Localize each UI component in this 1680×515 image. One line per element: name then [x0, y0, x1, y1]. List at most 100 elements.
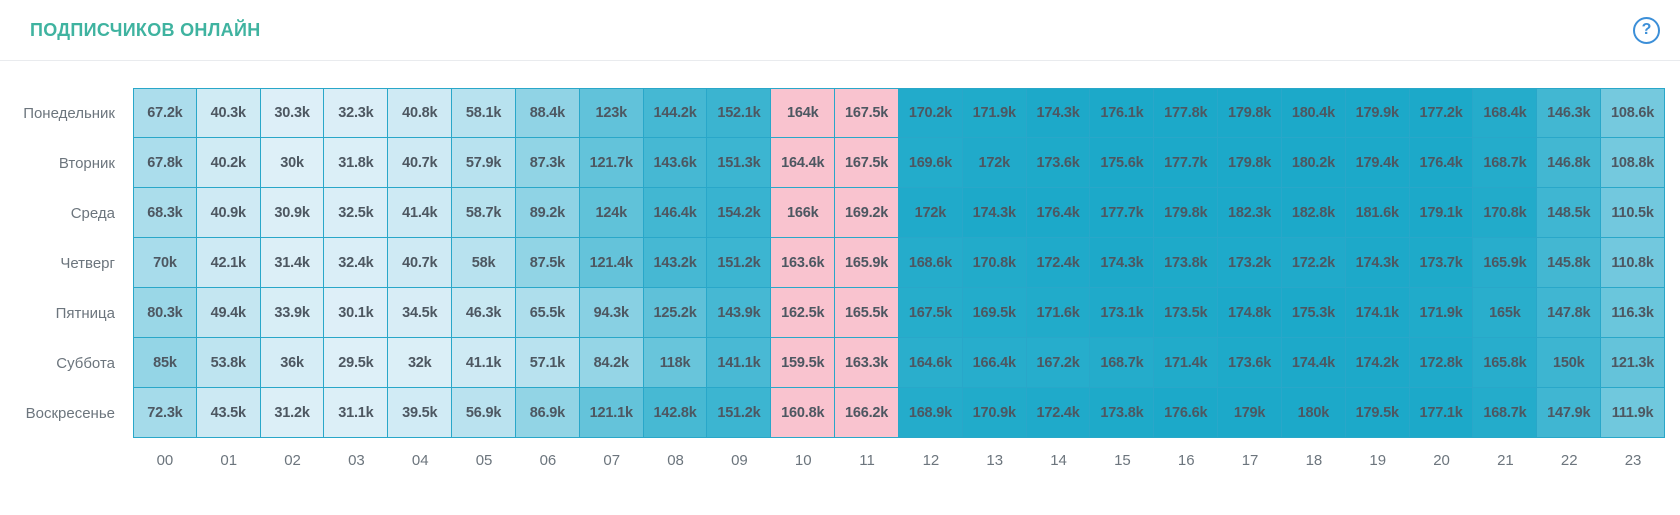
heatmap-cell-04: 41.4k: [388, 188, 453, 238]
heatmap-cell-19: 179.9k: [1345, 88, 1410, 138]
heatmap-cell-19: 174.2k: [1345, 338, 1410, 388]
heatmap-cell-20: 179.1k: [1409, 188, 1474, 238]
heatmap-cell-04: 34.5k: [388, 288, 453, 338]
heatmap-cell-13: 171.9k: [962, 88, 1027, 138]
heatmap-cell-02: 33.9k: [260, 288, 325, 338]
heatmap-cell-13: 170.8k: [962, 238, 1027, 288]
heatmap-cell-16: 171.4k: [1154, 338, 1219, 388]
heatmap-cell-01: 53.8k: [196, 338, 261, 388]
heatmap-cell-03: 32.3k: [324, 88, 389, 138]
heatmap-cell-05: 57.9k: [452, 138, 516, 188]
heatmap-cell-21: 165k: [1473, 288, 1538, 338]
heatmap-cell-12: 170.2k: [898, 88, 963, 138]
hour-tick-label: 22: [1560, 451, 1578, 469]
heatmap-cell-18: 182.8k: [1281, 188, 1346, 238]
heatmap-cell-10: 163.6k: [771, 238, 836, 288]
hour-tick-label: 07: [603, 451, 621, 469]
heatmap-cell-09: 152.1k: [707, 88, 772, 138]
heatmap-cell-08: 146.4k: [643, 188, 708, 238]
heatmap-cell-02: 31.2k: [260, 388, 325, 438]
hour-tick-label: 21: [1497, 451, 1514, 469]
hour-tick-label: 14: [1050, 451, 1067, 469]
heatmap-cell-18: 175.3k: [1281, 288, 1346, 338]
heatmap-cell-15: 174.3k: [1090, 238, 1155, 288]
heatmap-cell-22: 148.5k: [1537, 188, 1602, 238]
widget-header: ПОДПИСЧИКОВ ОНЛАЙН ?: [0, 0, 1680, 61]
heatmap-cell-01: 42.1k: [196, 238, 261, 288]
heatmap-cell-02: 36k: [260, 338, 325, 388]
heatmap-cell-17: 174.8k: [1218, 288, 1282, 338]
heatmap-cell-16: 179.8k: [1154, 188, 1219, 238]
heatmap-cell-09: 151.2k: [707, 238, 772, 288]
heatmap-cell-22: 147.8k: [1537, 288, 1602, 338]
hour-tick-label: 23: [1624, 451, 1642, 469]
heatmap-cell-17: 179.8k: [1218, 138, 1282, 188]
heatmap-cell-07: 84.2k: [579, 338, 644, 388]
help-icon[interactable]: ?: [1633, 16, 1660, 44]
heatmap-cell-19: 174.3k: [1345, 238, 1410, 288]
heatmap-cell-21: 170.8k: [1473, 188, 1538, 238]
heatmap-cell-14: 167.2k: [1026, 338, 1091, 388]
heatmap-cell-05: 41.1k: [452, 338, 516, 388]
heatmap-cell-05: 46.3k: [452, 288, 516, 338]
hour-tick-label: 08: [667, 451, 684, 469]
heatmap-cell-14: 171.6k: [1026, 288, 1091, 338]
heatmap-cell-08: 143.6k: [643, 138, 708, 188]
heatmap-cell-20: 172.8k: [1409, 338, 1474, 388]
heatmap-cell-01: 40.2k: [196, 138, 261, 188]
heatmap-cell-21: 168.4k: [1473, 88, 1538, 138]
heatmap-cell-22: 146.3k: [1537, 88, 1602, 138]
heatmap-cell-00: 72.3k: [133, 388, 197, 438]
heatmap-cell-16: 177.7k: [1154, 138, 1219, 188]
heatmap-cell-23: 110.5k: [1601, 188, 1665, 238]
heatmap-cell-07: 121.1k: [579, 388, 644, 438]
heatmap-cell-17: 173.2k: [1218, 238, 1282, 288]
heatmap-cell-10: 164k: [771, 88, 836, 138]
heatmap-cell-13: 170.9k: [962, 388, 1027, 438]
heatmap-cell-23: 108.6k: [1601, 88, 1665, 138]
heatmap-cell-22: 146.8k: [1537, 138, 1602, 188]
hour-tick-label: 02: [284, 451, 301, 469]
heatmap-cell-12: 164.6k: [898, 338, 963, 388]
heatmap-cell-10: 164.4k: [771, 138, 836, 188]
hour-tick-label: 03: [348, 451, 365, 469]
heatmap-cell-11: 167.5k: [835, 88, 899, 138]
heatmap-cell-12: 172k: [898, 188, 963, 238]
hour-tick-label: 05: [475, 451, 493, 469]
heatmap-cell-07: 124k: [579, 188, 644, 238]
heatmap-cell-18: 172.2k: [1281, 238, 1346, 288]
heatmap-cell-14: 176.4k: [1026, 188, 1091, 238]
heatmap-cell-00: 67.2k: [133, 88, 197, 138]
heatmap-cell-15: 173.8k: [1090, 388, 1155, 438]
heatmap-cell-01: 49.4k: [196, 288, 261, 338]
heatmap-cell-12: 167.5k: [898, 288, 963, 338]
heatmap-cell-06: 57.1k: [515, 338, 580, 388]
hour-tick-label: 13: [986, 451, 1004, 469]
heatmap-cell-03: 31.1k: [324, 388, 389, 438]
heatmap-cell-04: 40.7k: [388, 238, 453, 288]
heatmap-cell-16: 177.8k: [1154, 88, 1219, 138]
heatmap-cell-11: 166.2k: [835, 388, 899, 438]
heatmap-cell-06: 65.5k: [515, 288, 580, 338]
heatmap-cell-04: 32k: [388, 338, 453, 388]
hour-tick-label: 17: [1241, 451, 1259, 469]
heatmap-cell-19: 181.6k: [1345, 188, 1410, 238]
heatmap-cell-20: 176.4k: [1409, 138, 1474, 188]
heatmap-cell-05: 56.9k: [452, 388, 516, 438]
heatmap-cell-15: 175.6k: [1090, 138, 1155, 188]
heatmap-cell-20: 177.1k: [1409, 388, 1474, 438]
heatmap-cell-14: 174.3k: [1026, 88, 1091, 138]
heatmap-cell-05: 58k: [452, 238, 516, 288]
heatmap-cell-00: 70k: [133, 238, 197, 288]
online-heatmap: Понедельник 67.2k 40.3k 30.3k 32.3k 40.8k 58.1…: [0, 88, 1665, 488]
row-label-day: Воскресенье: [25, 404, 115, 422]
hour-tick-label: 19: [1369, 451, 1387, 469]
heatmap-cell-14: 172.4k: [1026, 388, 1091, 438]
heatmap-cell-02: 30.9k: [260, 188, 325, 238]
hour-tick-label: 01: [220, 451, 238, 469]
hour-tick-label: 11: [859, 451, 875, 469]
heatmap-cell-13: 169.5k: [962, 288, 1027, 338]
heatmap-cell-02: 31.4k: [260, 238, 325, 288]
heatmap-container: Понедельник 67.2k 40.3k 30.3k 32.3k 40.8k 58.1…: [0, 61, 1680, 488]
